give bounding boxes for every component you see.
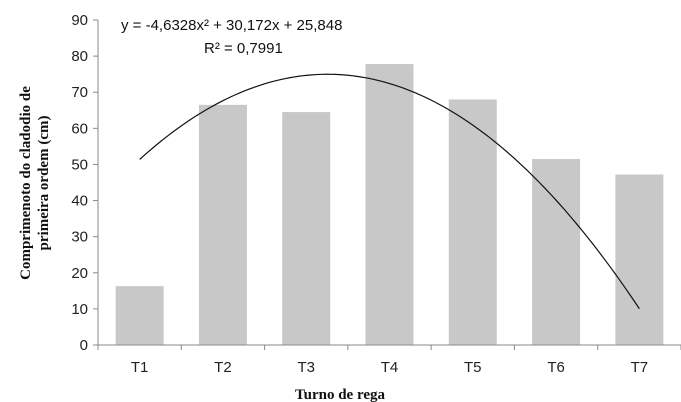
x-tick-label: T3 bbox=[297, 359, 315, 376]
y-tick-label: 0 bbox=[80, 337, 88, 354]
trendline-r-squared: R² = 0,7991 bbox=[204, 40, 283, 57]
bar-t3 bbox=[282, 112, 331, 345]
y-tick-label: 40 bbox=[71, 193, 88, 210]
y-tick-label: 90 bbox=[71, 12, 88, 29]
bar-t6 bbox=[532, 159, 581, 345]
y-axis-title-line1: Comprimenoto do cladodio de bbox=[18, 86, 34, 280]
bar-series bbox=[115, 64, 664, 346]
trendline-equation: y = -4,6328x² + 30,172x + 25,848 bbox=[121, 17, 342, 34]
y-tick-label: 70 bbox=[71, 84, 88, 101]
x-axis-ticks: T1 T2 T3 T4 T5 T6 T7 bbox=[97, 345, 681, 376]
x-tick-label: T5 bbox=[464, 359, 482, 376]
y-tick-label: 20 bbox=[71, 265, 88, 282]
bar-t5 bbox=[448, 99, 497, 345]
y-tick-label: 50 bbox=[71, 156, 88, 173]
y-axis-ticks: 0 10 20 30 40 50 60 70 80 90 bbox=[71, 12, 98, 354]
x-tick-label: T6 bbox=[547, 359, 565, 376]
y-tick-label: 60 bbox=[71, 120, 88, 137]
x-tick-label: T1 bbox=[131, 359, 149, 376]
trendline-curve bbox=[139, 73, 640, 310]
bar-t1 bbox=[115, 286, 164, 345]
y-axis-title-line2: primeira ordem (cm) bbox=[36, 116, 52, 251]
bar-t7 bbox=[615, 174, 664, 345]
bar-t2 bbox=[198, 104, 247, 345]
x-tick-label: T2 bbox=[214, 359, 232, 376]
y-tick-label: 80 bbox=[71, 48, 88, 65]
y-tick-label: 10 bbox=[71, 301, 88, 318]
y-tick-label: 30 bbox=[71, 229, 88, 246]
x-axis-title: Turno de rega bbox=[295, 387, 386, 402]
bar-t4 bbox=[365, 64, 414, 346]
x-tick-label: T7 bbox=[631, 359, 649, 376]
x-tick-label: T4 bbox=[381, 359, 399, 376]
